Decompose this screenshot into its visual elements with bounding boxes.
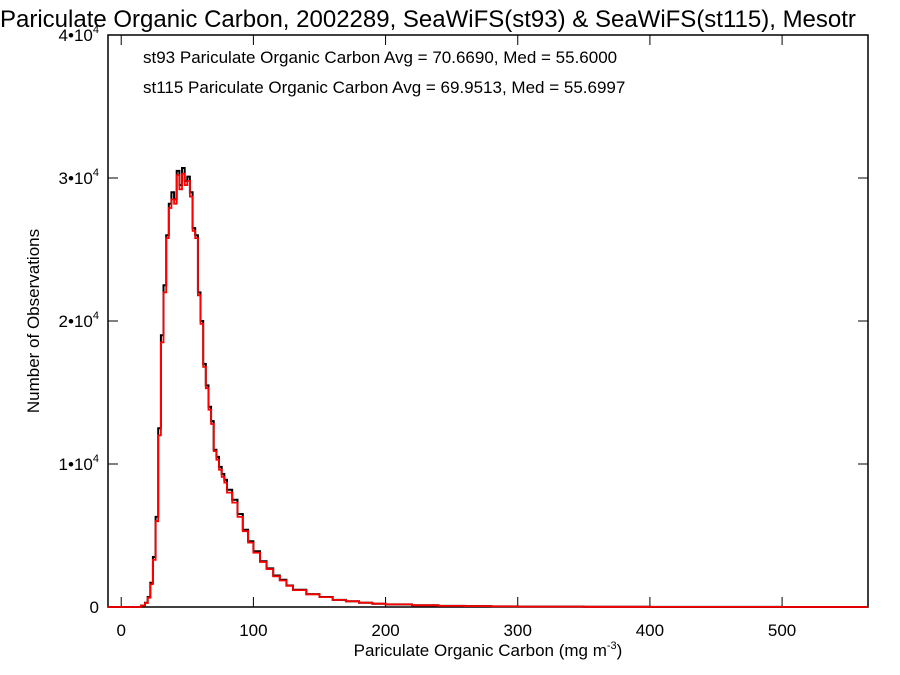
y-tick-label: 3•104 [59,167,99,188]
y-tick-label: 1•104 [59,453,99,474]
series-group [108,167,868,608]
series-line-st115 [108,172,868,608]
x-axis-label-main: Pariculate Organic Carbon (mg m [354,641,607,660]
x-tick-label: 400 [636,621,664,640]
x-axis-label: Pariculate Organic Carbon (mg m-3) [354,640,623,660]
x-tick-label: 300 [504,621,532,640]
x-axis: 0 100 200 300 400 500 [116,35,796,640]
x-axis-label-tail: ) [617,641,623,660]
y-tick-label: 2•104 [59,310,99,331]
plot-frame [107,34,869,608]
chart-title: Pariculate Organic Carbon, 2002289, SeaW… [0,6,856,33]
x-tick-label: 500 [768,621,796,640]
y-axis: 0 1•104 2•104 3•104 4•104 [59,24,868,617]
x-tick-label: 100 [239,621,267,640]
x-axis-label-sup: -3 [607,640,617,652]
series-line-st93 [108,167,868,608]
x-tick-label: 0 [116,621,125,640]
x-tick-label: 200 [371,621,399,640]
legend-entry-st93: st93 Pariculate Organic Carbon Avg = 70.… [143,48,617,67]
y-tick-label: 4•104 [59,24,99,45]
y-axis-label: Number of Observations [24,229,43,413]
y-tick-label: 0 [90,598,99,617]
legend-entry-st115: st115 Pariculate Organic Carbon Avg = 69… [143,78,625,97]
